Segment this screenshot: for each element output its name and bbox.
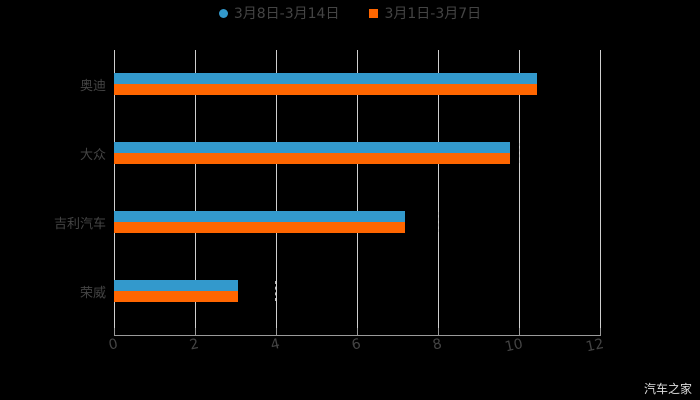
bar-series-2[interactable] <box>114 222 405 233</box>
legend-label: 3月8日-3月14日 <box>233 6 340 22</box>
bar-series-2[interactable] <box>114 291 238 302</box>
legend-circle-icon <box>218 8 228 18</box>
x-tick-label: 10 <box>503 336 525 356</box>
x-tick <box>600 328 601 336</box>
x-tick-label: 12 <box>584 336 606 356</box>
watermark: 汽车之家 <box>643 382 692 396</box>
chart-legend: 3月8日-3月14日 3月1日-3月7日 <box>0 3 700 23</box>
bar-series-1[interactable] <box>114 280 238 291</box>
data-marker <box>519 143 521 163</box>
y-category-label: 荣威 <box>79 286 106 301</box>
x-tick-label: 6 <box>350 336 363 354</box>
bar-series-1[interactable] <box>114 142 510 153</box>
gridline <box>195 50 196 328</box>
bar-series-2[interactable] <box>114 153 510 164</box>
bar-series-2[interactable] <box>114 84 537 95</box>
x-tick-label: 4 <box>269 336 282 354</box>
gridline <box>600 50 601 328</box>
x-tick <box>114 328 115 336</box>
gridline <box>357 50 358 328</box>
x-tick-label: 2 <box>188 336 201 354</box>
gridline <box>114 50 115 328</box>
y-category-label: 奥迪 <box>79 79 106 94</box>
x-tick <box>195 328 196 336</box>
legend-square-icon <box>369 8 379 18</box>
data-marker <box>275 281 277 301</box>
gridline <box>438 50 439 328</box>
x-tick <box>438 328 439 336</box>
y-category-label: 吉利汽车 <box>53 217 106 232</box>
bar-series-1[interactable] <box>114 211 405 222</box>
legend-item-series-2[interactable]: 3月1日-3月7日 <box>369 3 481 23</box>
bar-series-1[interactable] <box>114 73 537 84</box>
legend-item-series-1[interactable]: 3月8日-3月14日 <box>218 3 340 23</box>
gridline <box>276 50 277 328</box>
x-axis-line <box>114 335 601 336</box>
x-tick <box>357 328 358 336</box>
x-tick <box>276 328 277 336</box>
legend-label: 3月1日-3月7日 <box>384 6 482 22</box>
x-tick-label: 0 <box>107 336 120 354</box>
x-tick <box>519 328 520 336</box>
x-tick-label: 8 <box>431 336 444 354</box>
y-category-label: 大众 <box>79 148 106 163</box>
gridline <box>519 50 520 328</box>
data-marker <box>438 212 440 232</box>
